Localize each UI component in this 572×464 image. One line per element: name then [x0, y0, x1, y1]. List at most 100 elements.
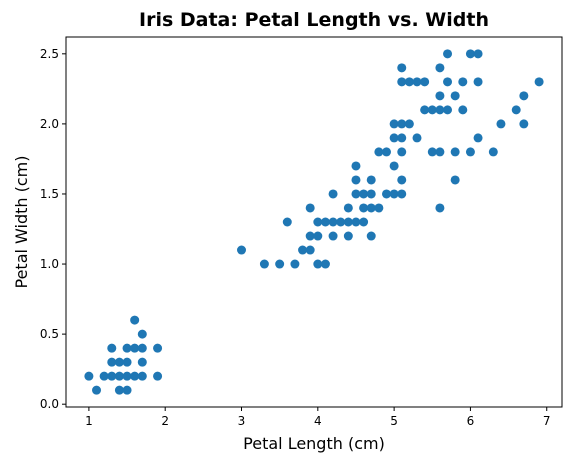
data-point — [359, 203, 369, 213]
data-point — [84, 371, 94, 381]
data-point — [107, 357, 117, 367]
data-point — [359, 189, 369, 199]
data-point — [275, 259, 285, 269]
data-point — [351, 161, 361, 171]
data-point — [313, 217, 323, 227]
data-point — [305, 203, 315, 213]
data-point — [397, 133, 407, 143]
data-point — [313, 259, 323, 269]
data-point — [389, 133, 399, 143]
data-point — [420, 77, 430, 87]
data-point — [420, 105, 430, 115]
data-point — [114, 371, 124, 381]
data-point — [351, 217, 361, 227]
x-tick-label: 3 — [238, 414, 246, 428]
data-point — [397, 77, 407, 87]
data-point — [137, 371, 147, 381]
data-point — [397, 63, 407, 73]
data-point — [381, 147, 391, 157]
data-point — [374, 203, 384, 213]
data-point — [435, 147, 445, 157]
data-point — [359, 217, 369, 227]
data-point — [427, 105, 437, 115]
data-point — [366, 231, 376, 241]
data-point — [351, 189, 361, 199]
y-axis-label: Petal Width (cm) — [12, 156, 31, 289]
data-point — [519, 119, 529, 129]
data-point — [137, 329, 147, 339]
scatter-points — [84, 49, 544, 395]
data-point — [320, 217, 330, 227]
data-point — [465, 49, 475, 59]
data-point — [389, 161, 399, 171]
data-point — [130, 343, 140, 353]
data-point — [397, 189, 407, 199]
data-point — [450, 91, 460, 101]
data-point — [153, 343, 163, 353]
data-point — [397, 175, 407, 185]
data-point — [137, 343, 147, 353]
data-point — [305, 231, 315, 241]
data-point — [282, 217, 292, 227]
y-tick-label: 0.5 — [40, 327, 59, 341]
data-point — [404, 119, 414, 129]
x-tick-label: 4 — [314, 414, 322, 428]
data-point — [443, 77, 453, 87]
plot-frame — [65, 36, 563, 408]
data-point — [130, 371, 140, 381]
data-point — [92, 385, 102, 395]
data-point — [343, 217, 353, 227]
y-tick-label: 1.5 — [40, 187, 59, 201]
data-point — [366, 203, 376, 213]
data-point — [458, 77, 468, 87]
data-point — [389, 119, 399, 129]
data-point — [336, 217, 346, 227]
chart-title: Iris Data: Petal Length vs. Width — [139, 9, 489, 31]
data-point — [488, 147, 498, 157]
axis-ticks: 1 2 3 4 5 6 7 0.0 0.5 1.0 1.5 2.0 2.5 — [40, 47, 551, 428]
data-point — [328, 217, 338, 227]
data-point — [427, 147, 437, 157]
data-point — [496, 119, 506, 129]
y-tick-label: 0.0 — [40, 397, 59, 411]
data-point — [381, 189, 391, 199]
data-point — [389, 189, 399, 199]
data-point — [412, 77, 422, 87]
data-point — [366, 189, 376, 199]
data-point — [534, 77, 544, 87]
data-point — [259, 259, 269, 269]
x-tick-label: 2 — [161, 414, 169, 428]
x-tick-label: 1 — [85, 414, 93, 428]
data-point — [404, 77, 414, 87]
data-point — [443, 49, 453, 59]
data-point — [458, 105, 468, 115]
data-point — [412, 133, 422, 143]
data-point — [122, 385, 132, 395]
y-tick-label: 2.0 — [40, 117, 59, 131]
data-point — [343, 231, 353, 241]
x-tick-label: 7 — [543, 414, 551, 428]
data-point — [397, 119, 407, 129]
data-point — [473, 77, 483, 87]
data-point — [305, 245, 315, 255]
data-point — [450, 147, 460, 157]
data-point — [435, 105, 445, 115]
data-point — [107, 371, 117, 381]
data-point — [328, 189, 338, 199]
data-point — [465, 147, 475, 157]
data-point — [443, 105, 453, 115]
data-point — [130, 315, 140, 325]
data-point — [519, 91, 529, 101]
data-point — [313, 231, 323, 241]
data-point — [122, 343, 132, 353]
x-axis-label: Petal Length (cm) — [243, 434, 385, 453]
y-tick-label: 1.0 — [40, 257, 59, 271]
x-tick-label: 5 — [390, 414, 398, 428]
data-point — [374, 147, 384, 157]
data-point — [328, 231, 338, 241]
x-tick-label: 6 — [467, 414, 475, 428]
data-point — [450, 175, 460, 185]
data-point — [114, 357, 124, 367]
data-point — [351, 175, 361, 185]
